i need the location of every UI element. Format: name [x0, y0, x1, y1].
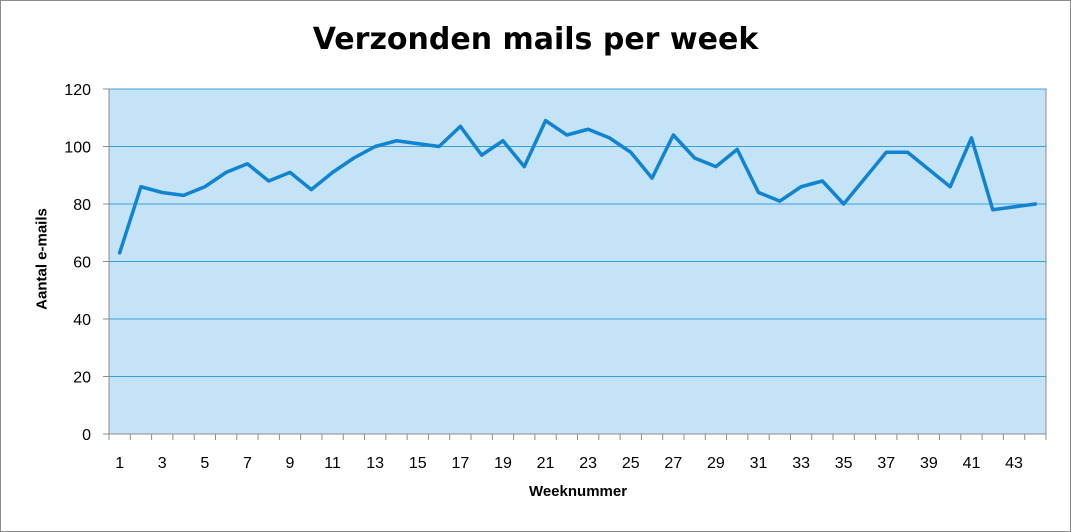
- data-point: [203, 185, 207, 189]
- x-tick-label: 37: [877, 455, 895, 472]
- data-point: [565, 133, 569, 137]
- y-tick-label: 120: [64, 82, 91, 99]
- data-point: [607, 136, 611, 140]
- x-tick-label: 41: [963, 455, 981, 472]
- data-point: [757, 191, 761, 194]
- data-point: [437, 145, 441, 148]
- series-lines: [117, 118, 1038, 255]
- data-point: [416, 142, 420, 146]
- data-point: [160, 191, 164, 194]
- x-tick-label: 25: [622, 455, 640, 472]
- x-tick-label: 23: [579, 455, 597, 472]
- gridlines: [109, 88, 1046, 377]
- data-point: [799, 185, 803, 189]
- data-point: [969, 136, 973, 140]
- data-point: [331, 170, 335, 174]
- y-tick-labels: 0 20 40 60 80 100 120: [64, 82, 91, 444]
- data-point: [373, 145, 377, 148]
- x-tick-label: 9: [286, 455, 295, 472]
- data-point: [671, 133, 675, 137]
- data-point: [948, 185, 952, 189]
- x-tick-label: 15: [409, 455, 427, 472]
- data-point: [906, 150, 910, 154]
- data-point: [224, 170, 228, 174]
- data-point: [501, 139, 505, 143]
- data-point: [480, 153, 484, 157]
- data-point: [884, 150, 888, 154]
- data-point: [309, 188, 313, 192]
- data-point: [352, 156, 356, 160]
- data-point: [650, 176, 654, 180]
- x-tick-labels: 1 3 5 7 9 11 13 15 17 19 21 23 25 27 29 31 33 35 37 39 41 43: [115, 455, 1023, 472]
- y-tick-label: 100: [64, 140, 91, 157]
- data-point: [522, 165, 526, 169]
- x-tick-label: 21: [537, 455, 555, 472]
- y-tick-label: 60: [73, 255, 91, 272]
- x-tick-label: 35: [835, 455, 853, 472]
- data-point: [394, 139, 398, 143]
- data-point: [714, 165, 718, 169]
- y-tick-label: 20: [73, 370, 91, 387]
- x-tick-label: 1: [115, 455, 124, 472]
- data-point: [1012, 205, 1016, 209]
- data-point: [842, 202, 846, 206]
- x-axis-label: Weeknummer: [528, 483, 628, 500]
- data-point: [139, 185, 143, 189]
- x-tick-label: 11: [324, 455, 341, 472]
- x-tick-label: 29: [707, 455, 725, 472]
- data-point: [118, 251, 122, 255]
- data-point: [927, 168, 931, 171]
- data-point: [1033, 202, 1037, 206]
- y-tick-label: 80: [73, 197, 91, 214]
- x-tick-label: 39: [920, 455, 938, 472]
- series-line: [117, 118, 1038, 255]
- chart-title: Verzonden mails per week: [312, 22, 759, 57]
- x-tick-label: 3: [158, 455, 167, 472]
- x-tick-label: 27: [664, 455, 682, 472]
- data-point: [629, 150, 633, 154]
- x-tick-label: 17: [451, 455, 469, 472]
- x-tick-label: 33: [792, 455, 810, 472]
- data-point: [267, 179, 271, 183]
- x-tick-label: 7: [243, 455, 252, 472]
- x-tick-label: 43: [1005, 455, 1023, 472]
- y-tick-label: 40: [73, 312, 91, 329]
- x-tick-label: 13: [366, 455, 384, 472]
- data-point: [586, 127, 590, 131]
- data-point: [693, 156, 697, 160]
- x-tick-label: 19: [494, 455, 512, 472]
- data-point: [991, 208, 995, 212]
- x-tick-label: 31: [750, 455, 768, 472]
- data-point: [288, 170, 292, 174]
- data-point: [544, 119, 548, 123]
- data-point: [863, 176, 867, 180]
- data-point: [778, 199, 782, 203]
- data-point: [182, 193, 186, 197]
- data-point: [735, 147, 739, 151]
- data-point: [245, 162, 249, 166]
- data-point: [820, 179, 824, 183]
- x-tick-label: 5: [200, 455, 209, 472]
- data-point: [458, 124, 462, 128]
- y-tick-label: 0: [82, 427, 91, 444]
- axes: [103, 88, 1047, 440]
